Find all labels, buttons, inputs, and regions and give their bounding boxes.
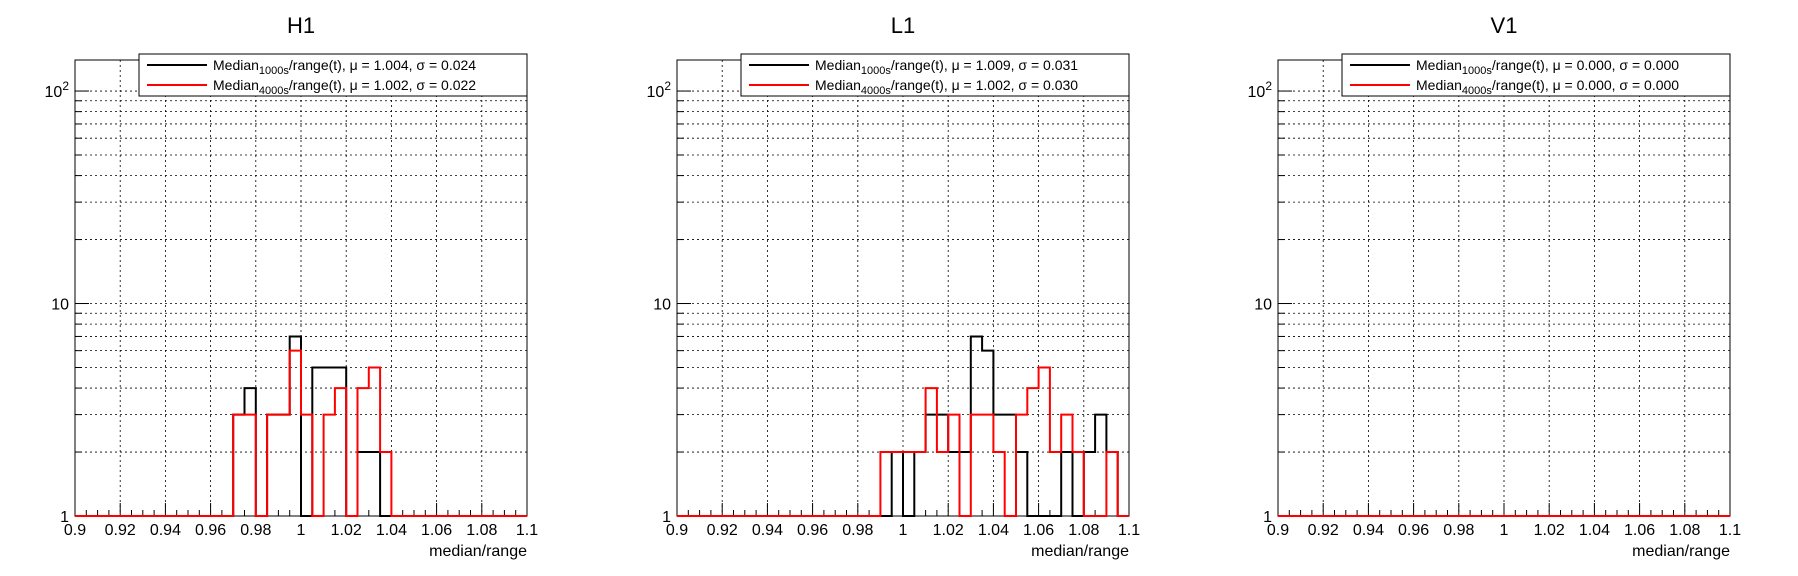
x-tick-label: 1.02 (331, 522, 362, 539)
legend-entry: Median1000s/range(t), μ = 1.004, σ = 0.0… (213, 57, 476, 77)
x-tick-label: 1.06 (1023, 522, 1054, 539)
legend-text: Median (213, 57, 259, 73)
legend-subscript: 4000s (1462, 85, 1492, 97)
y-tick-label: 10 (653, 297, 671, 314)
histogram-panel-h1: H1 0.9 0.92 0.94 0.96 0.98 1 1.02 1.04 1.06 1.08 1.… (45, 13, 539, 560)
legend-box (740, 53, 1130, 97)
x-tick-label: 1.1 (1719, 522, 1741, 539)
x-tick-label: 1 (899, 522, 908, 539)
histogram-series-4000s (677, 366, 1129, 517)
x-tick-label: 0.94 (150, 522, 181, 539)
histogram-series-4000s (75, 349, 527, 517)
x-tick-label: 0.9 (1267, 522, 1289, 539)
x-tick-label: 1.04 (978, 522, 1009, 539)
panel-title: H1 (287, 13, 315, 38)
legend-box (1341, 53, 1731, 97)
y-tick-label: 10 (1254, 297, 1272, 314)
y-tick-exponent: 2 (62, 79, 69, 93)
y-tick-label: 1 (60, 509, 69, 526)
plot-frame (1277, 59, 1731, 517)
x-tick-label: 1.04 (376, 522, 407, 539)
legend-text: /range(t), μ = 1.002, σ = 0.022 (289, 77, 476, 93)
legend-text: /range(t), μ = 0.000, σ = 0.000 (1492, 57, 1679, 73)
x-tick-label: 1.06 (421, 522, 452, 539)
legend-box (138, 53, 528, 97)
legend-text: Median (1416, 57, 1462, 73)
y-tick-base: 10 (51, 297, 69, 314)
x-tick-label: 1 (297, 522, 306, 539)
panel-title: V1 (1491, 13, 1518, 38)
legend-text: /range(t), μ = 1.004, σ = 0.024 (289, 57, 476, 73)
x-tick-label: 0.98 (240, 522, 271, 539)
legend-text: Median (815, 57, 861, 73)
legend-text: Median (815, 77, 861, 93)
y-tick-base: 1 (1263, 509, 1272, 526)
legend-subscript: 1000s (259, 65, 289, 77)
histogram-panel-v1: V1 0.9 0.92 0.94 0.96 0.98 1 1.02 1.04 1.06 1.08 1.… (1248, 13, 1742, 560)
legend-subscript: 1000s (861, 65, 891, 77)
x-tick-label: 0.94 (1353, 522, 1384, 539)
legend-text: /range(t), μ = 0.000, σ = 0.000 (1492, 77, 1679, 93)
y-tick-base: 10 (45, 84, 63, 101)
legend-entry: Median4000s/range(t), μ = 0.000, σ = 0.0… (1416, 77, 1679, 97)
y-tick-exponent: 2 (1265, 79, 1272, 93)
y-tick-label: 102 (1248, 79, 1273, 101)
x-axis-label: median/range (429, 543, 527, 560)
x-tick-label: 1.02 (1534, 522, 1565, 539)
legend-entry: Median1000s/range(t), μ = 1.009, σ = 0.0… (815, 57, 1078, 77)
x-tick-label: 0.92 (105, 522, 136, 539)
x-tick-label: 0.94 (752, 522, 783, 539)
x-tick-label: 1.1 (1118, 522, 1140, 539)
x-tick-label: 0.96 (797, 522, 828, 539)
legend-text: Median (1416, 77, 1462, 93)
legend-text: /range(t), μ = 1.009, σ = 0.031 (891, 57, 1078, 73)
x-tick-label: 1.04 (1579, 522, 1610, 539)
legend-entry: Median4000s/range(t), μ = 1.002, σ = 0.0… (815, 77, 1078, 97)
legend-subscript: 4000s (259, 85, 289, 97)
legend-text: Median (213, 77, 259, 93)
y-tick-label: 1 (1263, 509, 1272, 526)
y-tick-base: 10 (647, 84, 665, 101)
x-tick-label: 1 (1500, 522, 1509, 539)
legend-text: /range(t), μ = 1.002, σ = 0.030 (891, 77, 1078, 93)
x-tick-label: 0.92 (1308, 522, 1339, 539)
x-tick-label: 0.9 (64, 522, 86, 539)
legend-subscript: 1000s (1462, 65, 1492, 77)
x-tick-label: 1.08 (1669, 522, 1700, 539)
x-tick-label: 0.9 (666, 522, 688, 539)
y-tick-label: 102 (45, 79, 70, 101)
y-tick-base: 10 (1248, 84, 1266, 101)
x-tick-label: 0.96 (195, 522, 226, 539)
y-tick-label: 10 (51, 297, 69, 314)
y-tick-label: 1 (662, 509, 671, 526)
y-tick-label: 102 (647, 79, 672, 101)
y-tick-base: 1 (662, 509, 671, 526)
y-tick-base: 10 (1254, 297, 1272, 314)
x-axis-label: median/range (1031, 543, 1129, 560)
y-tick-exponent: 2 (664, 79, 671, 93)
x-tick-label: 1.06 (1624, 522, 1655, 539)
x-tick-label: 0.98 (1443, 522, 1474, 539)
y-tick-base: 10 (653, 297, 671, 314)
x-axis-label: median/range (1632, 543, 1730, 560)
x-tick-label: 0.98 (842, 522, 873, 539)
y-tick-base: 1 (60, 509, 69, 526)
x-tick-label: 1.08 (1068, 522, 1099, 539)
legend-entry: Median1000s/range(t), μ = 0.000, σ = 0.0… (1416, 57, 1679, 77)
x-tick-label: 1.02 (933, 522, 964, 539)
legend-subscript: 4000s (861, 85, 891, 97)
x-tick-label: 1.1 (516, 522, 538, 539)
legend-entry: Median4000s/range(t), μ = 1.002, σ = 0.0… (213, 77, 476, 97)
x-tick-label: 0.96 (1398, 522, 1429, 539)
panel-title: L1 (891, 13, 915, 38)
x-tick-label: 0.92 (707, 522, 738, 539)
histogram-panel-l1: L1 0.9 0.92 0.94 0.96 0.98 1 1.02 1.04 1.06 1.08 1.… (647, 13, 1141, 560)
x-tick-label: 1.08 (466, 522, 497, 539)
